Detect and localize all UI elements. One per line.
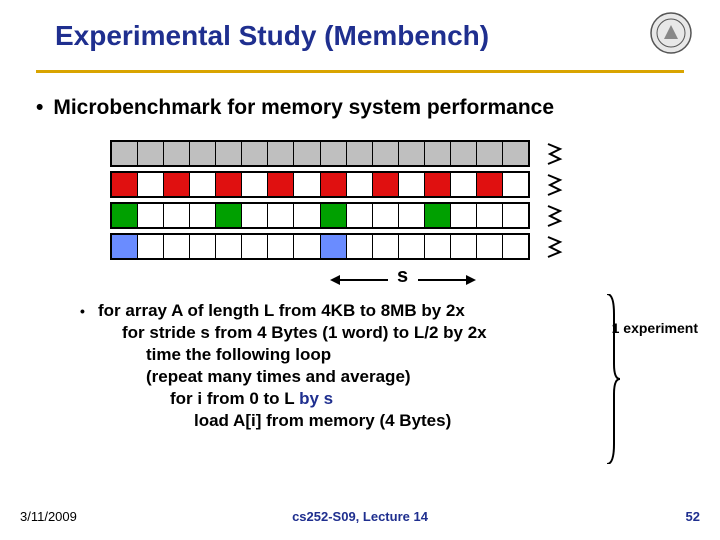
diagram-cell xyxy=(164,173,190,196)
stride-arrow-left-head xyxy=(330,275,340,285)
diagram-cell xyxy=(268,204,294,227)
diagram-cell xyxy=(138,204,164,227)
diagram-cell xyxy=(216,142,242,165)
diagram-cell xyxy=(190,235,216,258)
pseudo-line-5: for i from 0 to L by s xyxy=(80,388,640,410)
diagram-cell xyxy=(138,173,164,196)
diagram-cell xyxy=(112,235,138,258)
diagram-cell xyxy=(503,173,528,196)
stride-label: s xyxy=(397,265,408,288)
diagram-cell xyxy=(425,235,451,258)
diagram-cell xyxy=(477,173,503,196)
diagram-row xyxy=(110,171,530,198)
footer-center: cs252-S09, Lecture 14 xyxy=(0,509,720,524)
title-rule xyxy=(36,70,684,73)
diagram-cell xyxy=(242,235,268,258)
ellipsis-zig-1 xyxy=(546,142,564,166)
ellipsis-zig-4 xyxy=(546,235,564,259)
diagram-cell xyxy=(294,204,320,227)
diagram-cell xyxy=(451,235,477,258)
diagram-cell xyxy=(268,235,294,258)
diagram-cell xyxy=(164,235,190,258)
diagram-cell xyxy=(373,204,399,227)
ellipsis-zig-3 xyxy=(546,204,564,228)
diagram-cell xyxy=(216,173,242,196)
diagram-cell xyxy=(477,204,503,227)
diagram-cell xyxy=(451,142,477,165)
diagram-cell xyxy=(190,173,216,196)
diagram-cell xyxy=(190,204,216,227)
diagram-cell xyxy=(294,173,320,196)
footer-page: 52 xyxy=(686,509,700,524)
diagram-cell xyxy=(321,235,347,258)
diagram-cell xyxy=(112,204,138,227)
diagram-cell xyxy=(503,142,528,165)
diagram-cell xyxy=(477,235,503,258)
diagram-cell xyxy=(242,142,268,165)
diagram-cell xyxy=(347,235,373,258)
diagram-cell xyxy=(321,204,347,227)
diagram-cell xyxy=(347,173,373,196)
stride-arrow-right-head xyxy=(466,275,476,285)
pseudo-line-6: load A[i] from memory (4 Bytes) xyxy=(80,410,640,432)
diagram-row xyxy=(110,202,530,229)
diagram-cell xyxy=(112,142,138,165)
diagram-cell xyxy=(503,204,528,227)
stride-diagram xyxy=(110,140,530,264)
diagram-cell xyxy=(347,204,373,227)
diagram-cell xyxy=(294,235,320,258)
stride-arrow-right-line xyxy=(418,279,470,281)
diagram-cell xyxy=(399,142,425,165)
diagram-cell xyxy=(216,235,242,258)
experiment-label: 1 experiment xyxy=(612,320,698,336)
bullet-dot: • xyxy=(36,96,43,119)
diagram-cell xyxy=(294,142,320,165)
seal-icon xyxy=(650,12,692,54)
diagram-cell xyxy=(425,204,451,227)
stride-arrow-left-line xyxy=(336,279,388,281)
diagram-cell xyxy=(425,173,451,196)
diagram-cell xyxy=(399,204,425,227)
diagram-row xyxy=(110,233,530,260)
diagram-cell xyxy=(373,142,399,165)
diagram-cell xyxy=(164,142,190,165)
pseudo-line-4: (repeat many times and average) xyxy=(80,366,640,388)
pseudo-line-3: time the following loop xyxy=(80,344,640,366)
pseudo-line-1: for array A of length L from 4KB to 8MB … xyxy=(80,300,640,322)
main-bullet: • Microbenchmark for memory system perfor… xyxy=(36,96,554,120)
diagram-cell xyxy=(347,142,373,165)
pseudocode: • for array A of length L from 4KB to 8M… xyxy=(80,300,640,433)
diagram-cell xyxy=(268,173,294,196)
diagram-cell xyxy=(190,142,216,165)
diagram-cell xyxy=(216,204,242,227)
sub-bullet: • xyxy=(80,302,85,320)
diagram-cell xyxy=(477,142,503,165)
diagram-cell xyxy=(242,204,268,227)
highlight-by-s: by s xyxy=(299,389,333,408)
diagram-cell xyxy=(451,173,477,196)
diagram-cell xyxy=(451,204,477,227)
bullet-text: Microbenchmark for memory system perform… xyxy=(53,96,554,119)
diagram-cell xyxy=(138,142,164,165)
diagram-cell xyxy=(373,235,399,258)
ellipsis-zig-2 xyxy=(546,173,564,197)
diagram-cell xyxy=(268,142,294,165)
diagram-cell xyxy=(112,173,138,196)
diagram-cell xyxy=(503,235,528,258)
diagram-cell xyxy=(164,204,190,227)
slide-title: Experimental Study (Membench) xyxy=(55,20,489,52)
pseudo-line-2: for stride s from 4 Bytes (1 word) to L/… xyxy=(80,322,640,344)
diagram-cell xyxy=(373,173,399,196)
diagram-cell xyxy=(399,173,425,196)
diagram-row xyxy=(110,140,530,167)
diagram-cell xyxy=(242,173,268,196)
diagram-cell xyxy=(399,235,425,258)
diagram-cell xyxy=(425,142,451,165)
diagram-cell xyxy=(321,142,347,165)
diagram-cell xyxy=(138,235,164,258)
diagram-cell xyxy=(321,173,347,196)
